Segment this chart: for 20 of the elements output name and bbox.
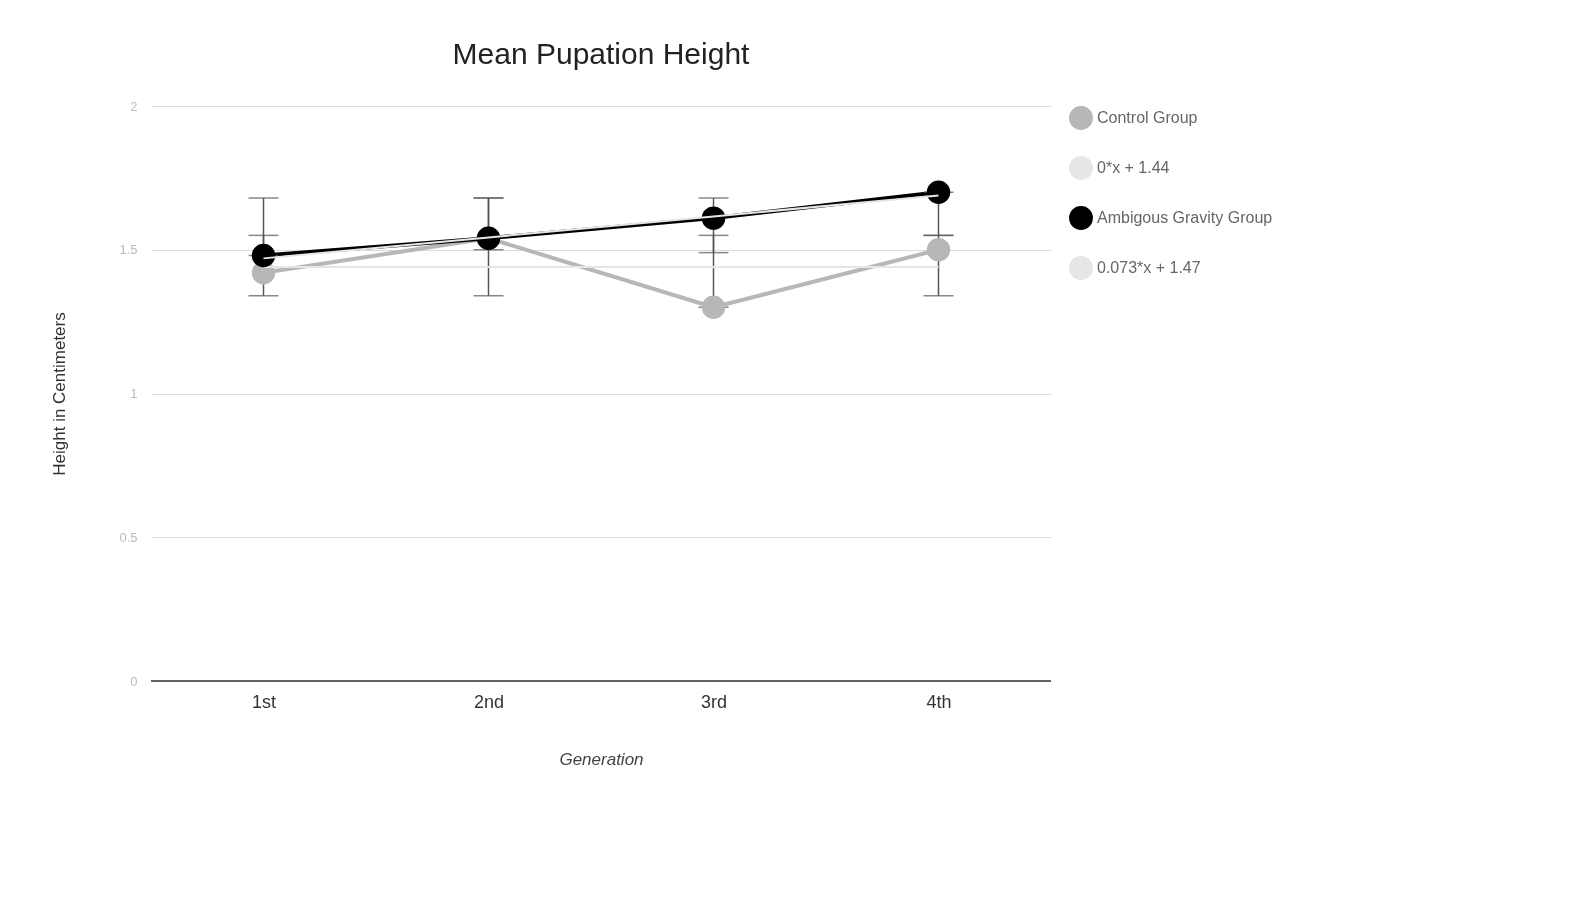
y-tick-label: 0 — [130, 673, 138, 689]
y-tick-label: 1.5 — [119, 242, 138, 258]
y-tick-label: 2 — [130, 98, 138, 114]
x-tick-label: 3rd — [700, 691, 728, 712]
x-tick-label: 2nd — [473, 691, 505, 712]
chart-title: Mean Pupation Height — [452, 37, 751, 70]
legend-label: 0*x + 1.44 — [1097, 159, 1170, 176]
x-axis-title: Generation — [559, 749, 644, 769]
point — [251, 243, 276, 268]
point — [701, 295, 726, 319]
y-tick-label: 1 — [130, 386, 138, 401]
x-tick-label: 4th — [926, 691, 952, 712]
legend-label: Control Group — [1097, 109, 1198, 126]
point — [926, 180, 951, 204]
legend-label: Ambigous Gravity Group — [1097, 209, 1273, 226]
y-axis-title: Height in Centimeters — [50, 312, 70, 476]
point — [926, 238, 951, 262]
x-tick-label: 1st — [251, 691, 277, 712]
y-tick-label: 0.5 — [119, 529, 138, 545]
legend-label: 0.073*x + 1.47 — [1097, 259, 1201, 276]
